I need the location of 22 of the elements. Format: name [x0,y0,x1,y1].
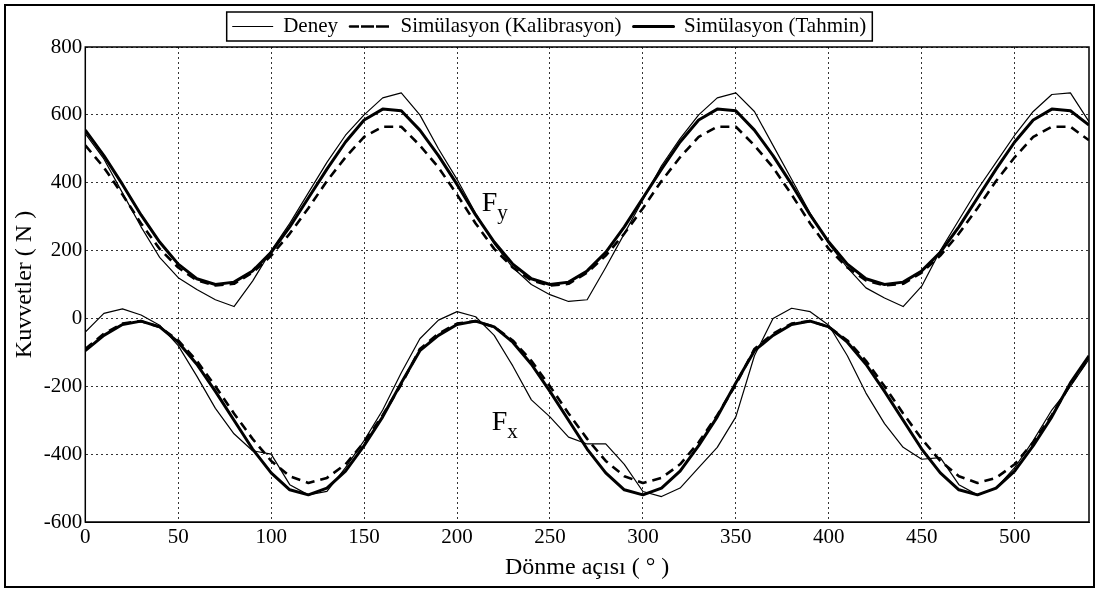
y-axis-title: Kuvvetler ( N ) [9,210,36,359]
y-tick-label: 800 [50,33,83,58]
x-tick-label: 100 [255,524,287,549]
x-tick-label: 300 [627,524,659,549]
legend-label: Simülasyon (Kalibrasyon) [400,13,622,38]
x-axis-title: Dönme açısı ( ° ) [505,552,670,579]
y-tick-label: -400 [43,440,83,465]
y-tick-label: 200 [50,237,83,262]
x-tick-label: 400 [813,524,845,549]
x-tick-label: 450 [905,524,938,549]
x-tick-label: 50 [167,524,189,549]
legend-label: Deney [283,13,339,38]
y-tick-label: 0 [71,304,83,329]
y-tick-label: 600 [50,101,83,126]
x-tick-label: 200 [441,524,473,549]
legend-label: Simülasyon (Tahmin) [684,13,867,38]
y-tick-label: -200 [43,372,83,397]
x-tick-label: 250 [534,524,566,549]
x-tick-label: 150 [348,524,380,549]
x-tick-label: 350 [720,524,752,549]
x-tick-label: 500 [998,524,1031,549]
y-tick-label: 400 [50,169,83,194]
